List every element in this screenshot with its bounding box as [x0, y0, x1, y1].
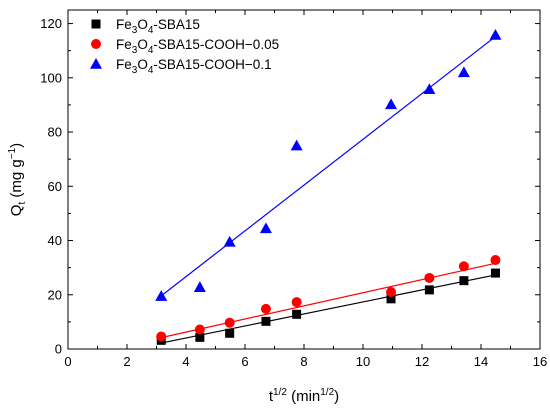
- legend-label-part: Fe: [116, 17, 132, 32]
- data-point: [457, 66, 470, 78]
- x-tick-label: 0: [64, 354, 71, 369]
- series-2-points: [156, 255, 501, 342]
- x-tick-label: 12: [415, 354, 429, 369]
- y-axis-title-rest: (mg g: [8, 159, 25, 202]
- data-point: [292, 309, 302, 319]
- data-point: [423, 83, 436, 94]
- series-3-points: [155, 28, 502, 301]
- data-point: [156, 331, 167, 342]
- data-point: [225, 328, 235, 338]
- data-markers: [155, 28, 502, 345]
- y-axis-title: Qt (mg g−1): [7, 143, 28, 216]
- y-tick-label: 20: [48, 287, 62, 302]
- data-point: [386, 294, 396, 304]
- legend-label-part: 4: [148, 45, 154, 56]
- legend-label-part: -SBA15-COOH−0.1: [153, 57, 271, 72]
- y-tick-label: 0: [55, 342, 62, 357]
- x-tick-label: 16: [533, 354, 547, 369]
- legend-label-part: O: [137, 37, 148, 52]
- data-point: [490, 268, 500, 278]
- legend-label-part: -SBA15: [153, 17, 200, 32]
- data-point: [386, 287, 397, 298]
- data-point: [458, 261, 469, 272]
- legend-label: Fe3​O4​-SBA15: [116, 17, 200, 36]
- y-axis-title-base: Q: [8, 205, 25, 217]
- legend-label-part: O: [137, 17, 148, 32]
- y-axis-title-end: ): [8, 143, 25, 148]
- legend-label-part: 3: [132, 25, 138, 36]
- x-axis-title-rest: (min: [287, 388, 320, 405]
- legend-entry-2: Fe3​O4​-SBA15-COOH−0.05: [91, 37, 279, 56]
- x-tick-label: 8: [300, 354, 307, 369]
- data-point: [459, 276, 469, 286]
- data-point: [155, 290, 168, 301]
- fit-lines: [160, 36, 496, 344]
- legend-label-part: Fe: [116, 57, 132, 72]
- legend-label-part: 3: [132, 65, 138, 76]
- legend-label-part: O: [137, 57, 148, 72]
- legend-label-part: 3: [132, 45, 138, 56]
- data-point: [223, 235, 236, 247]
- y-tick-labels: 0 20 40 60 80 100 120: [40, 16, 62, 356]
- data-point: [224, 317, 235, 328]
- legend: Fe3​O4​-SBA15Fe3​O4​-SBA15-COOH−0.05Fe3​…: [90, 17, 279, 76]
- data-point: [193, 281, 206, 292]
- x-axis-title-sup: 1/2: [273, 387, 287, 398]
- legend-label-part: Fe: [116, 37, 132, 52]
- data-point: [259, 222, 272, 234]
- fit-line-series-3: [160, 36, 496, 297]
- y-tick-label: 80: [48, 125, 62, 140]
- legend-marker: [91, 19, 101, 29]
- data-point: [385, 98, 398, 110]
- x-tick-label: 4: [182, 354, 189, 369]
- legend-label-part: 4: [148, 25, 154, 36]
- data-point: [424, 285, 434, 295]
- x-axis-title: t1/2 (min1/2): [269, 387, 339, 405]
- data-point: [195, 332, 205, 342]
- y-axis-title-sup: −1: [7, 147, 18, 159]
- axis-ticks: [67, 10, 541, 350]
- data-point: [489, 28, 502, 40]
- legend-label: Fe3​O4​-SBA15-COOH−0.05: [116, 37, 279, 56]
- data-point: [424, 272, 435, 283]
- data-point: [291, 297, 302, 308]
- legend-marker: [90, 58, 102, 69]
- x-axis-title-end: ): [334, 388, 339, 405]
- data-point: [194, 324, 205, 335]
- legend-entry-1: Fe3​O4​-SBA15: [91, 17, 200, 36]
- x-tick-labels: 0 2 4 6 8 10 12 14 16: [64, 354, 547, 369]
- legend-label-part: -SBA15-COOH−0.05: [153, 37, 279, 52]
- fit-line-series-1: [161, 274, 496, 344]
- x-axis-title-base: t: [269, 388, 274, 405]
- data-point: [260, 303, 271, 314]
- y-tick-label: 60: [48, 179, 62, 194]
- x-axis-title-sup2: 1/2: [320, 387, 334, 398]
- x-tick-label: 10: [356, 354, 370, 369]
- data-point: [490, 255, 501, 266]
- y-tick-label: 120: [40, 16, 62, 31]
- legend-entry-3: Fe3​O4​-SBA15-COOH−0.1: [90, 57, 272, 76]
- y-axis-title-sub: t: [17, 202, 28, 205]
- y-tick-label: 100: [40, 70, 62, 85]
- legend-label: Fe3​O4​-SBA15-COOH−0.1: [116, 57, 272, 76]
- x-tick-label: 2: [123, 354, 130, 369]
- x-tick-label: 6: [241, 354, 248, 369]
- y-tick-label: 40: [48, 233, 62, 248]
- data-point: [261, 316, 271, 326]
- data-point: [290, 139, 303, 151]
- x-tick-label: 14: [474, 354, 488, 369]
- legend-marker: [91, 39, 101, 49]
- legend-label-part: 4: [148, 65, 154, 76]
- fit-line-series-2: [161, 262, 496, 339]
